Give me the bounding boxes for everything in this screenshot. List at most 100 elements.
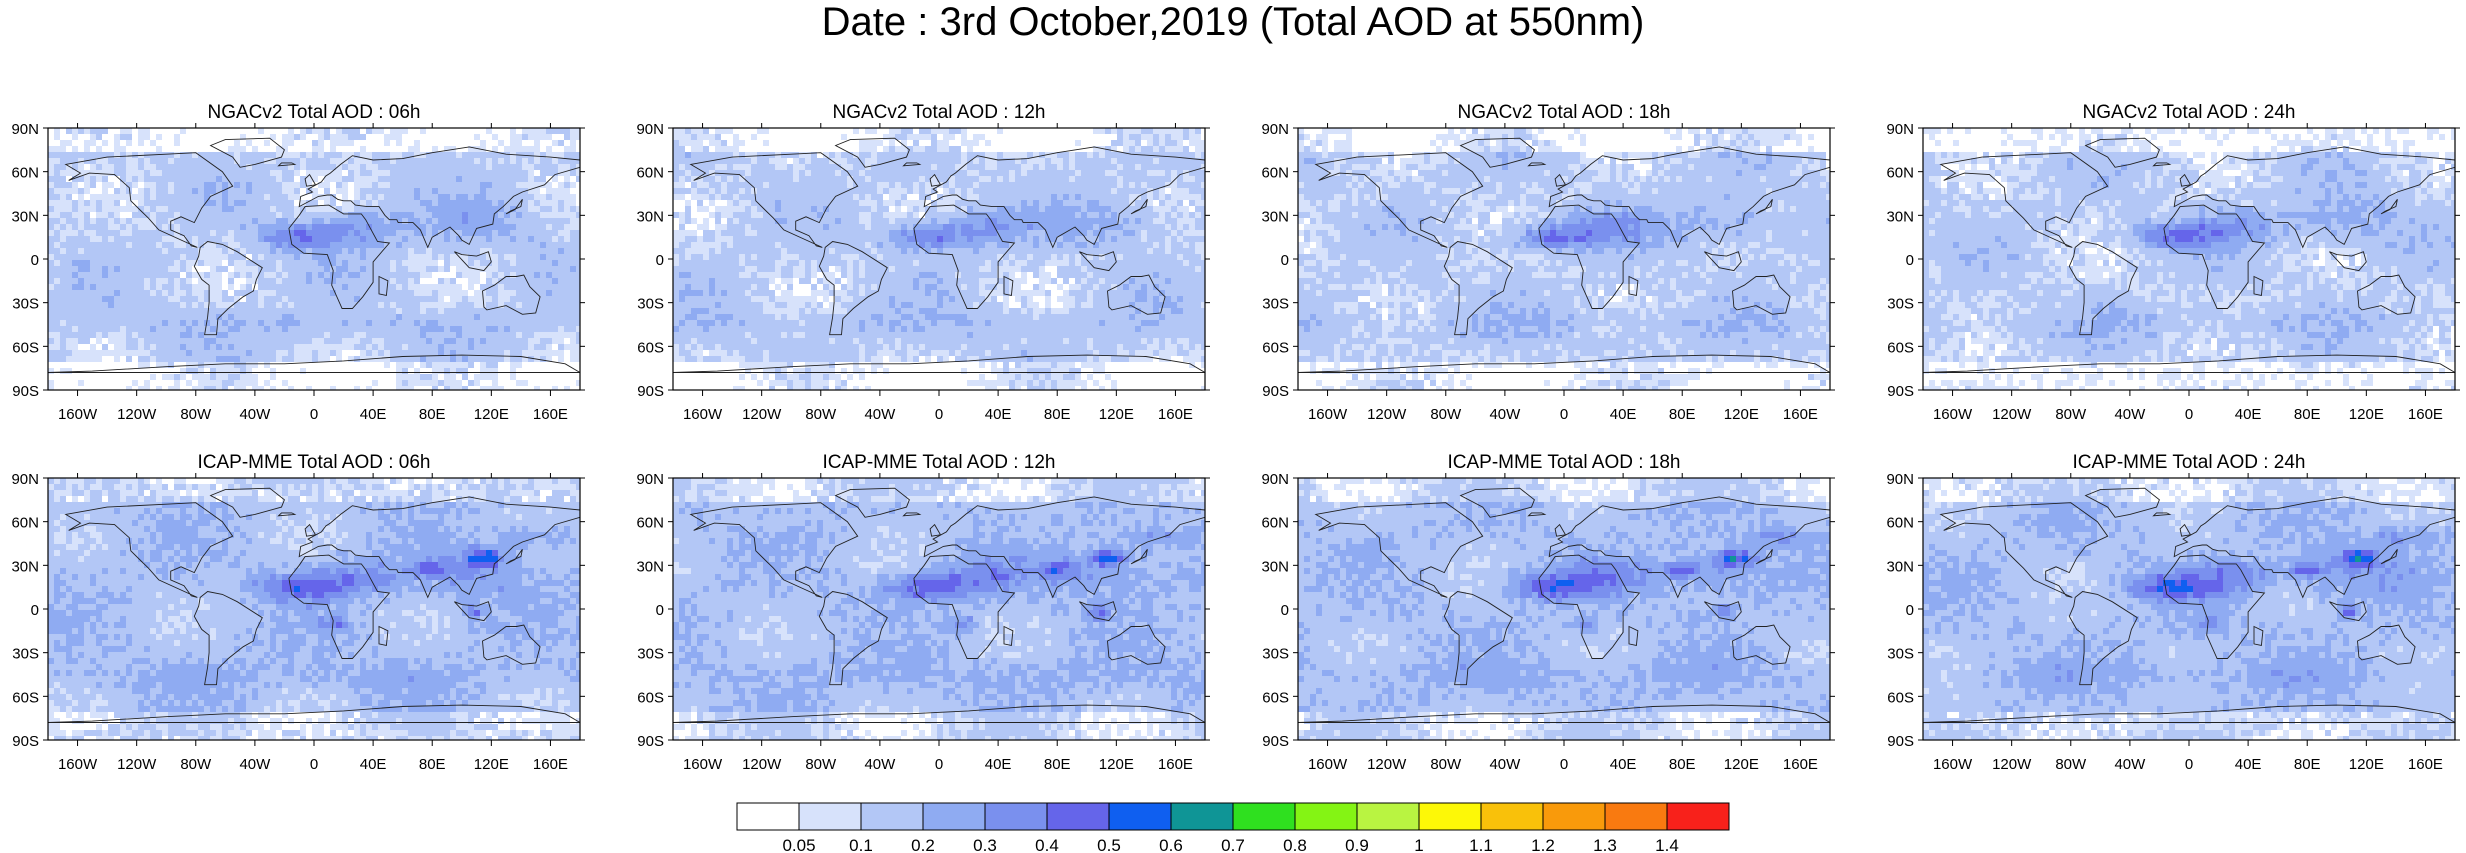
colorbar-swatch (1356, 802, 1420, 831)
lon-tick-label: 40E (2235, 756, 2262, 773)
lat-tick-label: 30S (1262, 646, 1289, 663)
panel-title: ICAP-MME Total AOD : 24h (2072, 452, 2305, 473)
colorbar-swatch (1046, 802, 1110, 831)
lat-tick-label: 30N (1886, 208, 1914, 225)
lon-tick-label: 80E (2294, 756, 2321, 773)
lon-tick-label: 80W (180, 756, 212, 773)
colorbar-swatch (736, 802, 800, 831)
lon-tick-label: 120W (742, 406, 782, 423)
map-panel: NGACv2 Total AOD : 24h 90N 60N 30N 0 30S 60S 90… (1886, 102, 2460, 423)
lat-tick-label: 90S (1887, 733, 1914, 750)
lat-tick-label: 30S (12, 296, 39, 313)
lon-tick-label: 80E (1669, 406, 1696, 423)
lat-tick-label: 30N (1261, 208, 1289, 225)
colorbar-swatch (1604, 802, 1668, 831)
lon-tick-label: 120W (1367, 756, 1407, 773)
lon-tick-label: 160E (1158, 756, 1193, 773)
lat-tick-label: 0 (1906, 602, 1914, 619)
lat-tick-label: 30N (636, 208, 664, 225)
lon-tick-label: 40W (239, 756, 271, 773)
lon-tick-label: 0 (2185, 756, 2193, 773)
colorbar-swatch (1666, 802, 1730, 831)
lon-tick-label: 0 (2185, 406, 2193, 423)
lon-tick-label: 40W (1489, 756, 1521, 773)
lat-tick-label: 0 (1906, 252, 1914, 269)
colorbar-label: 1 (1414, 836, 1423, 853)
aod-field (1923, 128, 2455, 390)
lat-tick-label: 90N (1261, 471, 1289, 488)
lon-tick-label: 80W (2055, 406, 2087, 423)
lat-tick-label: 30N (1886, 558, 1914, 575)
lat-tick-label: 30N (1261, 558, 1289, 575)
lon-tick-label: 120W (117, 406, 157, 423)
lat-tick-label: 30N (11, 208, 39, 225)
lon-tick-label: 80W (2055, 756, 2087, 773)
lat-tick-label: 90S (637, 733, 664, 750)
coastlines (48, 487, 580, 723)
lon-tick-label: 160W (1933, 406, 1973, 423)
lon-tick-label: 80W (1430, 406, 1462, 423)
colorbar-label: 0.4 (1035, 836, 1059, 853)
lat-tick-label: 60N (1886, 165, 1914, 182)
map-panel: NGACv2 Total AOD : 18h 90N 60N 30N 0 30S 60S 90… (1261, 102, 1835, 423)
lat-tick-label: 60S (12, 339, 39, 356)
colorbar-label: 0.7 (1221, 836, 1245, 853)
map-panel: NGACv2 Total AOD : 06h 90N 60N 30N 0 30S 60S 90… (11, 102, 585, 423)
lon-tick-label: 120E (2349, 756, 2384, 773)
colorbar-label: 0.9 (1345, 836, 1369, 853)
colorbar-swatch (798, 802, 862, 831)
lon-tick-label: 160W (58, 756, 98, 773)
lat-tick-label: 0 (31, 602, 39, 619)
lon-tick-label: 80E (1044, 406, 1071, 423)
lon-tick-label: 160W (1933, 756, 1973, 773)
colorbar-swatch (1108, 802, 1172, 831)
colorbar-label: 1.4 (1655, 836, 1679, 853)
lon-tick-label: 0 (935, 756, 943, 773)
lat-tick-label: 60N (11, 515, 39, 532)
colorbar-label: 1.3 (1593, 836, 1617, 853)
lat-tick-label: 30S (1887, 296, 1914, 313)
lon-tick-label: 0 (935, 406, 943, 423)
panel-title: NGACv2 Total AOD : 06h (208, 102, 421, 123)
lon-tick-label: 80W (180, 406, 212, 423)
panel-title: ICAP-MME Total AOD : 12h (822, 452, 1055, 473)
colorbar-label: 0.5 (1097, 836, 1121, 853)
lon-tick-label: 40E (985, 756, 1012, 773)
lat-tick-label: 60N (636, 515, 664, 532)
lon-tick-label: 0 (310, 406, 318, 423)
lon-tick-label: 80W (805, 756, 837, 773)
lon-tick-label: 80E (419, 756, 446, 773)
lon-tick-label: 160E (533, 756, 568, 773)
lat-tick-label: 60N (1886, 515, 1914, 532)
lat-tick-label: 60S (1887, 689, 1914, 706)
lon-tick-label: 120E (1724, 756, 1759, 773)
lon-tick-label: 160E (1158, 406, 1193, 423)
lon-tick-label: 160W (1308, 406, 1348, 423)
coastlines (1923, 137, 2455, 373)
lat-tick-label: 60N (1261, 165, 1289, 182)
lon-tick-label: 40E (360, 756, 387, 773)
lon-tick-label: 40E (1610, 756, 1637, 773)
lat-tick-label: 0 (656, 252, 664, 269)
lon-tick-label: 40E (2235, 406, 2262, 423)
lon-tick-label: 160E (1783, 406, 1818, 423)
colorbar-swatch (1542, 802, 1606, 831)
lat-tick-label: 0 (1281, 602, 1289, 619)
lon-tick-label: 80E (1044, 756, 1071, 773)
colorbar-swatch (1232, 802, 1296, 831)
colorbar-label: 0.6 (1159, 836, 1183, 853)
lon-tick-label: 120E (474, 406, 509, 423)
lat-tick-label: 30S (637, 296, 664, 313)
aod-field (1298, 128, 1830, 390)
lon-tick-label: 80W (1430, 756, 1462, 773)
panel-title: NGACv2 Total AOD : 12h (833, 102, 1046, 123)
lon-tick-label: 120W (742, 756, 782, 773)
lat-tick-label: 30N (11, 558, 39, 575)
lat-tick-label: 60N (11, 165, 39, 182)
lat-tick-label: 60N (1261, 515, 1289, 532)
lon-tick-label: 120W (1992, 756, 2032, 773)
lat-tick-label: 90N (636, 471, 664, 488)
colorbar-swatch (860, 802, 924, 831)
lat-tick-label: 60S (1262, 339, 1289, 356)
colorbar-swatch (1480, 802, 1544, 831)
